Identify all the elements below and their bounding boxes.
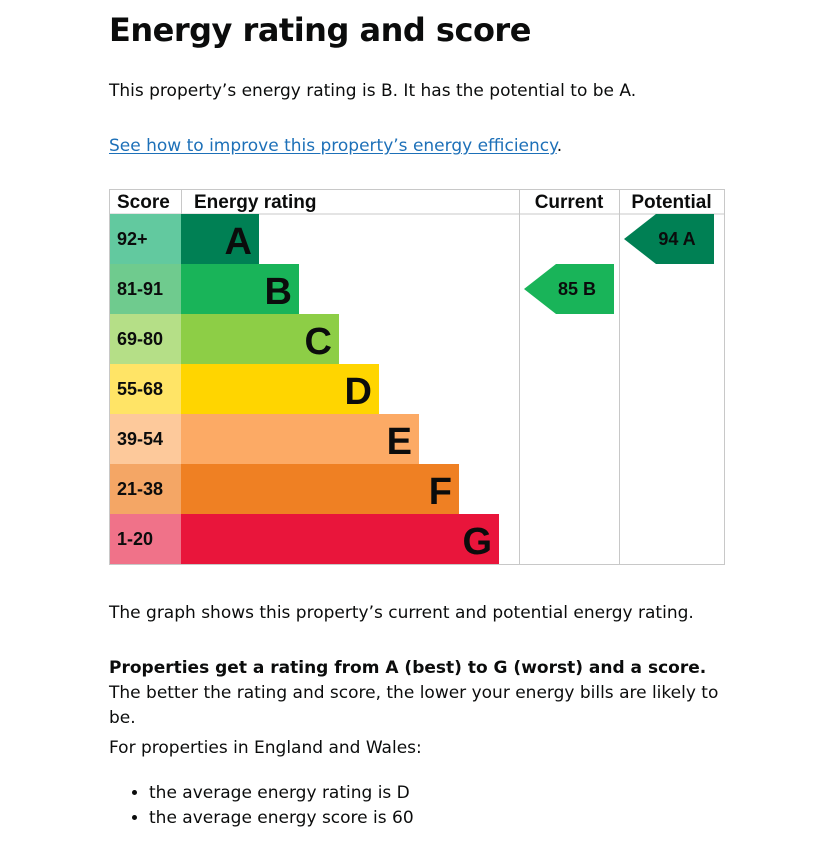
improve-link-suffix: . <box>556 136 563 156</box>
improve-link[interactable]: See how to improve this property’s energ… <box>109 136 557 156</box>
rating-letter-f: F <box>429 471 452 513</box>
page-title: Energy rating and score <box>109 11 531 49</box>
score-range-cell <box>110 314 181 364</box>
score-range-cell <box>110 514 181 564</box>
rating-bar-d <box>181 364 379 414</box>
averages-list: the average energy rating is D the avera… <box>109 781 414 831</box>
rating-bar-a <box>181 214 259 264</box>
current-column-header: Current <box>535 192 604 213</box>
current-rating-label: 85 B <box>558 279 596 299</box>
rating-letter-e: E <box>387 421 412 463</box>
score-range-label: 81-91 <box>117 279 163 299</box>
improve-paragraph: See how to improve this property’s energ… <box>109 134 729 159</box>
graph-caption: The graph shows this property’s current … <box>109 603 694 623</box>
score-range-cell <box>110 414 181 464</box>
score-range-label: 21-38 <box>117 479 163 499</box>
rating-letter-a: A <box>225 221 252 263</box>
rating-bar-g <box>181 514 499 564</box>
rating-letter-b: B <box>265 271 292 313</box>
score-column-header: Score <box>117 192 170 213</box>
rating-bar-b <box>181 264 299 314</box>
score-range-cell <box>110 364 181 414</box>
rating-bar-c <box>181 314 339 364</box>
potential-rating-arrow <box>624 214 714 264</box>
score-range-cell <box>110 214 181 264</box>
score-range-label: 39-54 <box>117 429 163 449</box>
rating-letter-c: C <box>305 321 332 363</box>
score-range-label: 69-80 <box>117 329 163 349</box>
score-range-cell <box>110 264 181 314</box>
score-range-label: 55-68 <box>117 379 163 399</box>
intro-text: This property’s energy rating is B. It h… <box>109 81 637 101</box>
list-item: the average energy rating is D <box>149 781 414 806</box>
potential-rating-label: 94 A <box>658 229 695 249</box>
potential-column-header: Potential <box>631 192 711 213</box>
ratings-rest-text: The better the rating and score, the low… <box>109 683 719 728</box>
current-rating-arrow <box>524 264 614 314</box>
rating-letter-g: G <box>462 521 492 563</box>
ratings-explanation: Properties get a rating from A (best) to… <box>109 656 724 731</box>
rating-bar-e <box>181 414 419 464</box>
energy-rating-column-header: Energy rating <box>194 192 316 213</box>
list-item: the average energy score is 60 <box>149 806 414 831</box>
averages-intro: For properties in England and Wales: <box>109 738 422 758</box>
energy-rating-chart: Score Energy rating Current Potential 92+ A 81… <box>109 189 725 565</box>
score-range-label: 92+ <box>117 229 148 249</box>
rating-bar-f <box>181 464 459 514</box>
score-range-label: 1-20 <box>117 529 153 549</box>
ratings-bold-text: Properties get a rating from A (best) to… <box>109 658 707 678</box>
rating-letter-d: D <box>345 371 372 413</box>
score-range-cell <box>110 464 181 514</box>
